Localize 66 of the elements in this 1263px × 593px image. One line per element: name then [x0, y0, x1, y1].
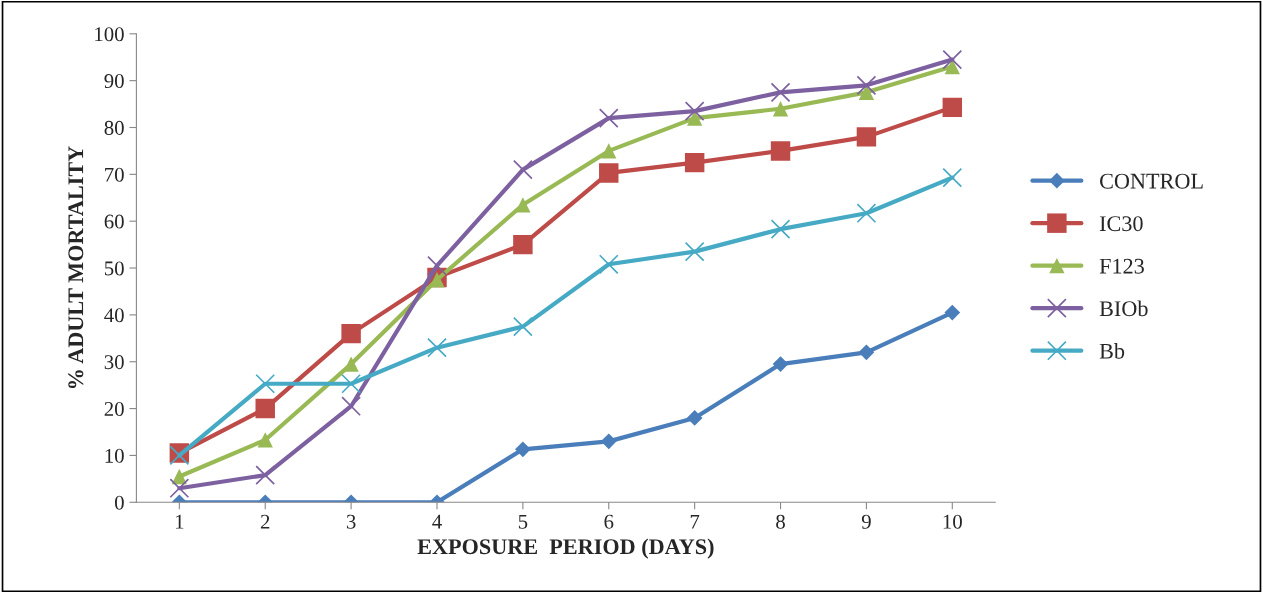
point [515, 197, 531, 213]
point [684, 152, 705, 173]
point [684, 241, 705, 262]
point [944, 304, 961, 321]
point [343, 356, 359, 372]
point [169, 478, 190, 499]
y-axis-title: % ADULT MORTALITY [68, 146, 84, 389]
x-tick-label: 9 [861, 514, 871, 529]
x-axis-title: EXPOSURE PERIOD (DAYS) [417, 538, 714, 559]
point [686, 410, 703, 426]
point [427, 255, 447, 276]
point [598, 108, 619, 128]
x-tick-label: 6 [604, 514, 614, 529]
point [684, 101, 705, 121]
point [255, 373, 276, 394]
point [856, 75, 877, 96]
y-tick-label: 70 [105, 167, 124, 182]
y-tick-label: 60 [104, 214, 124, 229]
point [856, 127, 877, 147]
legend-label: Bb [1099, 343, 1125, 359]
point [513, 234, 533, 255]
point [255, 398, 275, 419]
point [600, 433, 617, 450]
y-tick-label: 90 [104, 74, 124, 89]
y-tick-label: 40 [104, 308, 124, 323]
legend-label: F123 [1099, 258, 1144, 274]
x-tick-label: 7 [690, 514, 700, 529]
point [601, 143, 617, 159]
point [942, 167, 963, 188]
point [942, 49, 963, 70]
y-tick-label: 30 [104, 355, 124, 370]
x-tick-label: 1 [175, 514, 184, 529]
x-tick-label: 3 [346, 514, 356, 529]
point [257, 432, 273, 448]
point [515, 441, 531, 458]
point [772, 356, 789, 372]
x-tick-label: 5 [518, 514, 528, 529]
x-tick-label: 4 [432, 514, 442, 529]
x-tick-label: 2 [260, 514, 270, 529]
point [770, 82, 791, 103]
y-tick-label: 0 [114, 495, 124, 510]
legend-label: CONTROL [1100, 173, 1203, 189]
y-tick-label: 20 [104, 401, 124, 417]
point [856, 203, 877, 224]
point [858, 344, 875, 361]
point [770, 219, 791, 240]
point [255, 465, 276, 485]
y-tick-label: 10 [105, 448, 124, 463]
point [599, 163, 619, 183]
point [770, 141, 791, 161]
y-tick-label: 50 [104, 261, 124, 276]
point [513, 159, 533, 180]
point [341, 396, 361, 417]
point [942, 97, 963, 118]
y-tick-label: 100 [95, 27, 124, 42]
point [598, 254, 619, 275]
x-tick-label: 10 [943, 514, 962, 529]
legend-label: BIOb [1099, 300, 1148, 317]
x-tick-label: 8 [776, 514, 785, 529]
point [513, 316, 533, 337]
point [427, 337, 447, 358]
y-tick-label: 80 [104, 120, 124, 135]
point [772, 101, 789, 117]
point [341, 373, 361, 394]
legend-label: IC30 [1099, 216, 1143, 232]
point [341, 323, 361, 344]
